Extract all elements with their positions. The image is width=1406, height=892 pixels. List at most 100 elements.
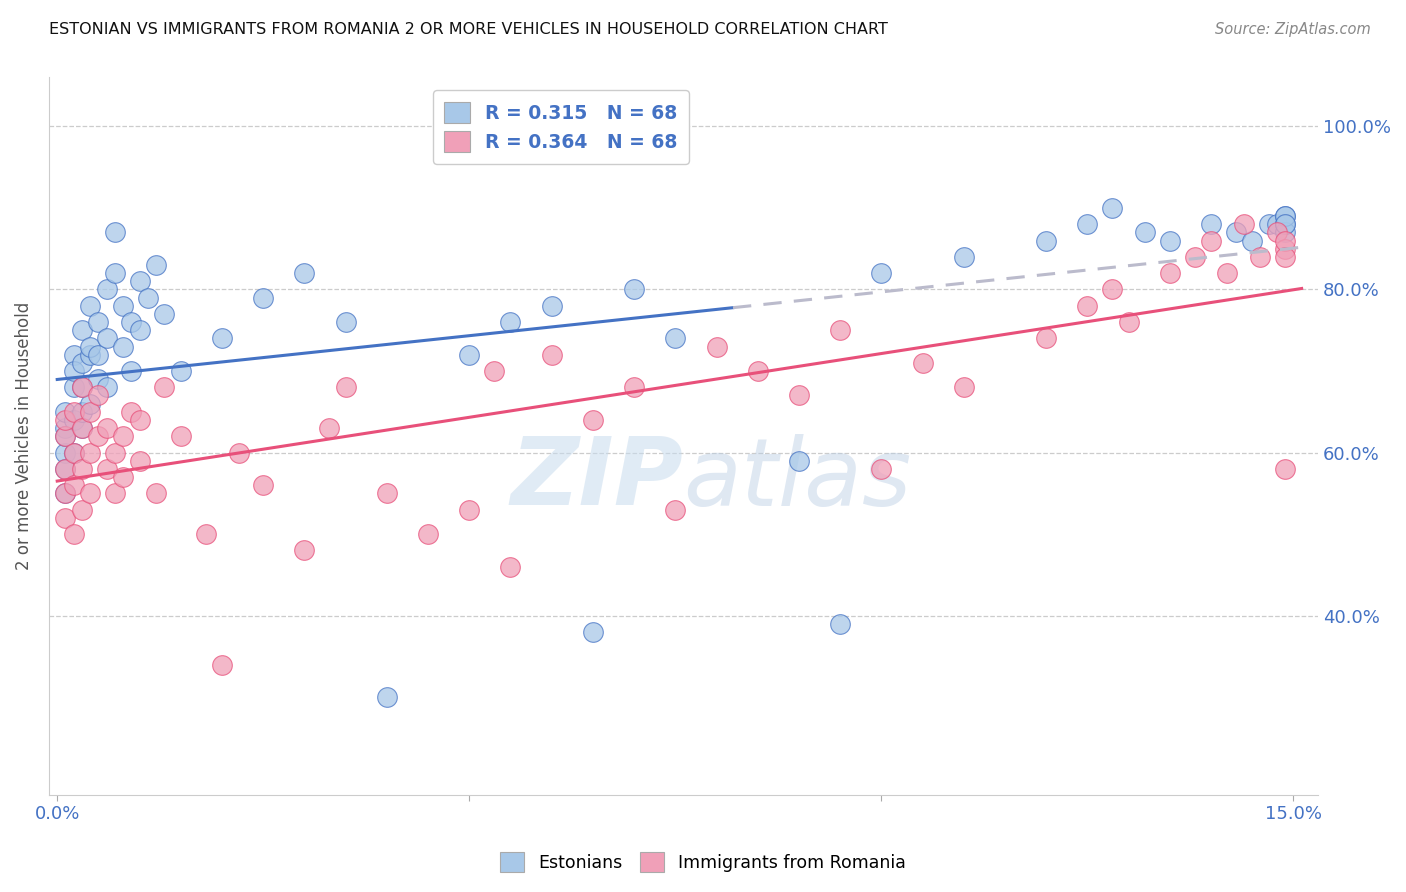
Estonians — [1257, 217, 1279, 231]
Estonians — [1133, 226, 1156, 240]
Immigrants from Romania — [952, 380, 974, 394]
Estonians — [128, 274, 150, 288]
Immigrants from Romania — [55, 486, 77, 500]
Estonians — [70, 323, 93, 337]
Estonians — [62, 380, 84, 394]
Legend: Estonians, Immigrants from Romania: Estonians, Immigrants from Romania — [494, 845, 912, 879]
Immigrants from Romania — [145, 486, 167, 500]
Immigrants from Romania — [499, 559, 522, 574]
Estonians — [62, 364, 84, 378]
Estonians — [120, 364, 142, 378]
Immigrants from Romania — [62, 445, 84, 459]
Estonians — [623, 283, 645, 297]
Immigrants from Romania — [335, 380, 357, 394]
Immigrants from Romania — [1265, 226, 1288, 240]
Estonians — [1274, 209, 1296, 223]
Estonians — [87, 348, 110, 362]
Estonians — [870, 266, 893, 280]
Estonians — [170, 364, 193, 378]
Text: atlas: atlas — [683, 434, 912, 524]
Immigrants from Romania — [1274, 250, 1296, 264]
Estonians — [458, 348, 481, 362]
Immigrants from Romania — [540, 348, 562, 362]
Estonians — [1274, 217, 1296, 231]
Estonians — [582, 624, 605, 639]
Estonians — [62, 413, 84, 427]
Estonians — [62, 445, 84, 459]
Immigrants from Romania — [96, 462, 118, 476]
Immigrants from Romania — [1118, 315, 1140, 329]
Legend: R = 0.315   N = 68, R = 0.364   N = 68: R = 0.315 N = 68, R = 0.364 N = 68 — [433, 90, 689, 164]
Immigrants from Romania — [1076, 299, 1098, 313]
Immigrants from Romania — [55, 462, 77, 476]
Immigrants from Romania — [55, 429, 77, 443]
Immigrants from Romania — [96, 421, 118, 435]
Immigrants from Romania — [62, 405, 84, 419]
Estonians — [1274, 209, 1296, 223]
Estonians — [153, 307, 176, 321]
Immigrants from Romania — [294, 543, 316, 558]
Estonians — [335, 315, 357, 329]
Immigrants from Romania — [55, 510, 77, 524]
Immigrants from Romania — [87, 429, 110, 443]
Estonians — [55, 429, 77, 443]
Immigrants from Romania — [458, 502, 481, 516]
Estonians — [70, 421, 93, 435]
Immigrants from Romania — [62, 478, 84, 492]
Estonians — [55, 421, 77, 435]
Estonians — [55, 445, 77, 459]
Immigrants from Romania — [911, 356, 934, 370]
Immigrants from Romania — [623, 380, 645, 394]
Immigrants from Romania — [1274, 462, 1296, 476]
Y-axis label: 2 or more Vehicles in Household: 2 or more Vehicles in Household — [15, 302, 32, 570]
Immigrants from Romania — [1274, 234, 1296, 248]
Estonians — [112, 340, 135, 354]
Estonians — [87, 315, 110, 329]
Estonians — [252, 291, 274, 305]
Estonians — [787, 453, 810, 467]
Immigrants from Romania — [252, 478, 274, 492]
Estonians — [79, 397, 101, 411]
Estonians — [211, 331, 233, 345]
Immigrants from Romania — [482, 364, 505, 378]
Estonians — [499, 315, 522, 329]
Estonians — [79, 299, 101, 313]
Estonians — [830, 616, 852, 631]
Immigrants from Romania — [1101, 283, 1123, 297]
Estonians — [55, 462, 77, 476]
Estonians — [1076, 217, 1098, 231]
Immigrants from Romania — [1035, 331, 1057, 345]
Immigrants from Romania — [211, 657, 233, 672]
Estonians — [120, 315, 142, 329]
Immigrants from Romania — [87, 388, 110, 402]
Immigrants from Romania — [1249, 250, 1271, 264]
Estonians — [145, 258, 167, 272]
Estonians — [70, 405, 93, 419]
Estonians — [1199, 217, 1222, 231]
Immigrants from Romania — [62, 527, 84, 541]
Immigrants from Romania — [1159, 266, 1181, 280]
Estonians — [96, 331, 118, 345]
Immigrants from Romania — [318, 421, 340, 435]
Immigrants from Romania — [228, 445, 250, 459]
Text: Source: ZipAtlas.com: Source: ZipAtlas.com — [1215, 22, 1371, 37]
Immigrants from Romania — [104, 445, 127, 459]
Estonians — [1035, 234, 1057, 248]
Text: ESTONIAN VS IMMIGRANTS FROM ROMANIA 2 OR MORE VEHICLES IN HOUSEHOLD CORRELATION : ESTONIAN VS IMMIGRANTS FROM ROMANIA 2 OR… — [49, 22, 889, 37]
Immigrants from Romania — [1233, 217, 1256, 231]
Estonians — [1159, 234, 1181, 248]
Estonians — [96, 380, 118, 394]
Estonians — [1101, 201, 1123, 215]
Estonians — [1225, 226, 1247, 240]
Immigrants from Romania — [128, 453, 150, 467]
Immigrants from Romania — [55, 413, 77, 427]
Immigrants from Romania — [120, 405, 142, 419]
Estonians — [96, 283, 118, 297]
Estonians — [952, 250, 974, 264]
Immigrants from Romania — [1274, 242, 1296, 256]
Estonians — [79, 340, 101, 354]
Immigrants from Romania — [170, 429, 193, 443]
Estonians — [79, 348, 101, 362]
Immigrants from Romania — [582, 413, 605, 427]
Immigrants from Romania — [79, 486, 101, 500]
